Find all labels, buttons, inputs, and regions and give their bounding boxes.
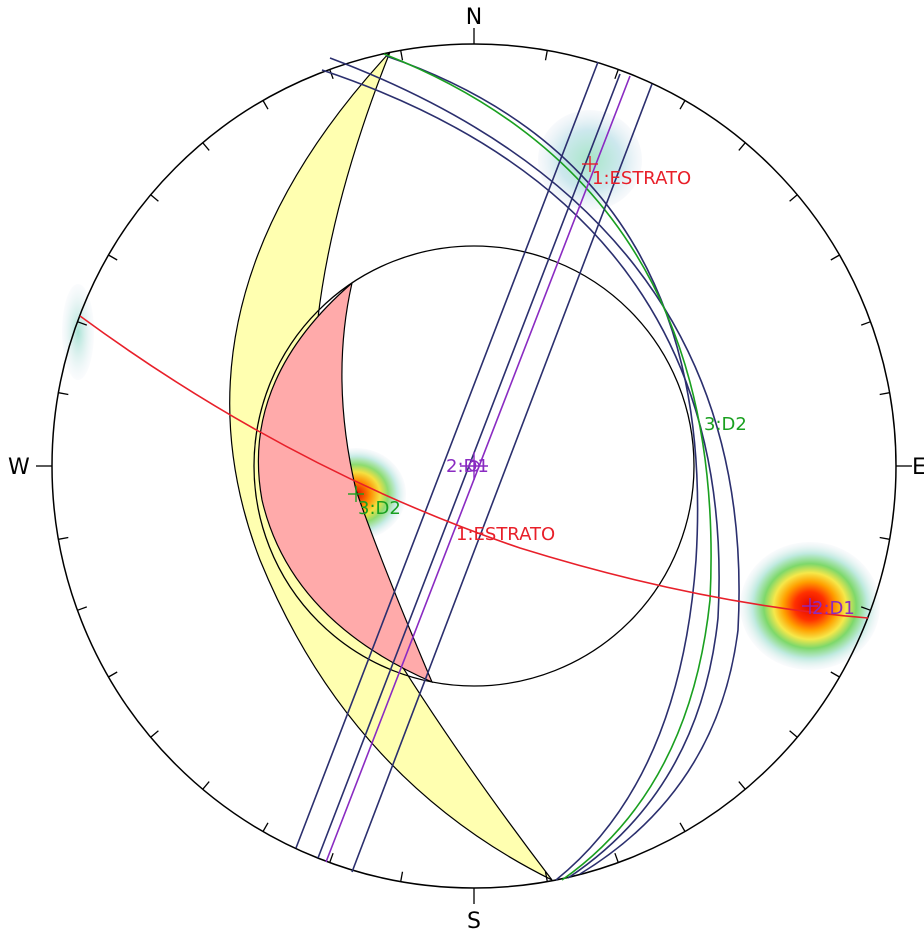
plane-estrato <box>79 315 869 619</box>
azimuth-tick <box>108 671 118 678</box>
azimuth-tick <box>329 69 334 80</box>
azimuth-tick <box>879 392 890 396</box>
plane-d2-label: 3:D2 <box>704 414 747 435</box>
azimuth-tick <box>830 671 840 678</box>
pole-d2-marker <box>348 486 364 502</box>
azimuth-tick <box>262 100 269 110</box>
azimuth-tick <box>860 606 871 611</box>
azimuth-tick <box>400 871 404 882</box>
azimuth-tick <box>58 536 69 540</box>
azimuth-tick <box>150 194 159 202</box>
azimuth-tick <box>202 781 210 790</box>
south-label: S <box>467 909 481 932</box>
azimuth-tick <box>830 254 840 261</box>
pole-d1-label: 2:D1 <box>812 598 855 619</box>
friction-circle <box>253 245 695 687</box>
azimuth-tick <box>150 730 159 738</box>
azimuth-tick <box>58 392 69 396</box>
azimuth-tick <box>679 822 686 832</box>
azimuth-tick <box>614 69 619 80</box>
pole-estrato-label: 1:ESTRATO <box>592 168 691 189</box>
pole-estrato-marker <box>582 156 598 172</box>
azimuth-tick <box>860 321 871 326</box>
azimuth-tick <box>262 822 269 832</box>
azimuth-tick <box>202 142 210 151</box>
azimuth-tick <box>544 50 548 61</box>
plane-d2 <box>383 53 712 881</box>
azimuth-tick <box>108 254 118 261</box>
pole-d1-marker <box>802 598 818 614</box>
west-label: W <box>8 455 30 480</box>
plane-d1-label: 2:D1 <box>446 456 489 477</box>
plane-navy-1 <box>321 69 720 879</box>
azimuth-tick <box>879 536 890 540</box>
friction-cone-region <box>257 281 434 684</box>
plane-estrato-label: 1:ESTRATO <box>456 524 555 545</box>
azimuth-tick <box>77 606 88 611</box>
center-marker <box>460 452 488 480</box>
plane-navy-3 <box>385 55 699 881</box>
plane-navy-4 <box>295 61 599 849</box>
azimuth-tick <box>329 852 334 863</box>
azimuth-tick <box>679 100 686 110</box>
azimuth-tick <box>77 321 88 326</box>
plane-navy-2 <box>329 57 740 875</box>
azimuth-tick <box>789 194 798 202</box>
azimuth-tick <box>544 871 548 882</box>
north-label: N <box>466 5 482 30</box>
plane-navy-6 <box>351 83 653 873</box>
pole-d2-label: 3:D2 <box>358 498 401 519</box>
azimuth-tick <box>614 852 619 863</box>
azimuth-tick <box>738 142 746 151</box>
contour-west <box>62 284 94 380</box>
azimuth-tick <box>400 50 404 61</box>
azimuth-ticks <box>58 50 890 882</box>
east-label: E <box>912 455 924 480</box>
azimuth-tick <box>789 730 798 738</box>
azimuth-tick <box>738 781 746 790</box>
